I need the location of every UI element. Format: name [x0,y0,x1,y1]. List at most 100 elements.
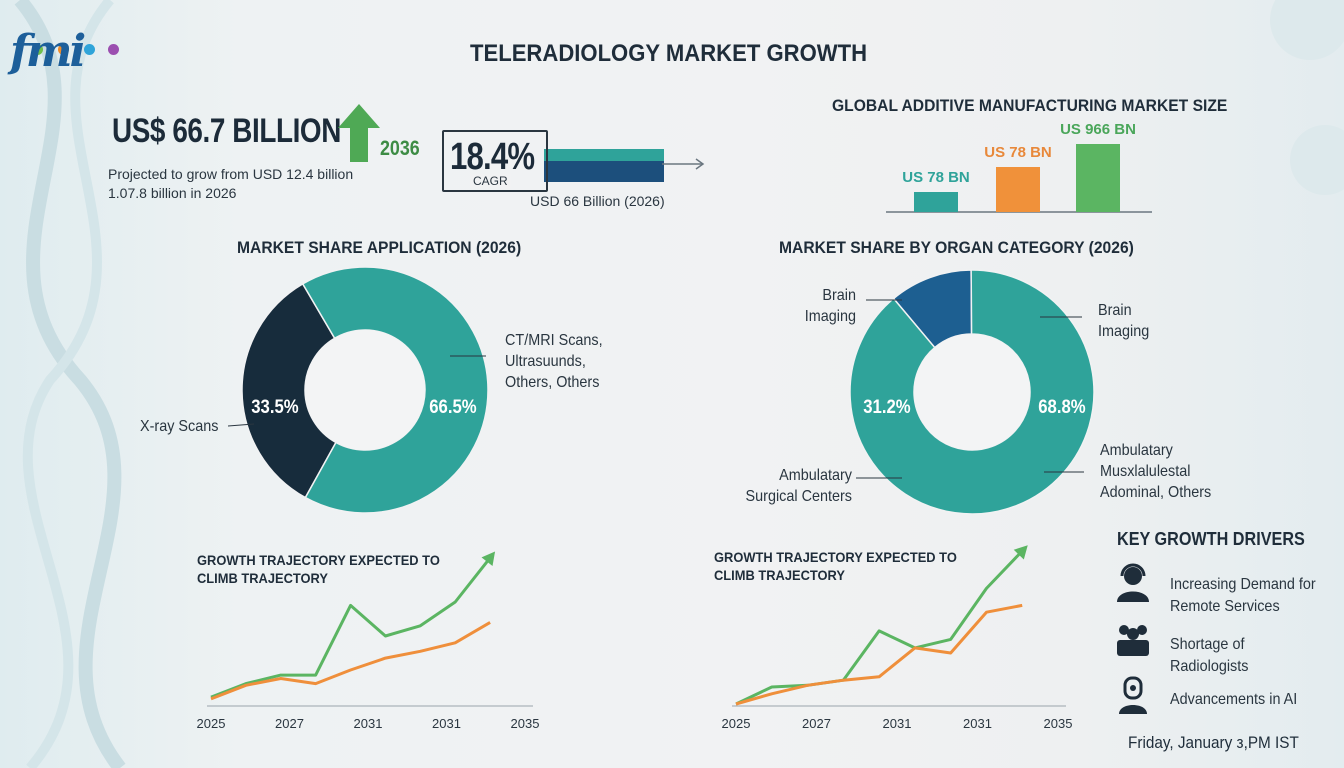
x-tick-label: 2027 [802,716,831,731]
driver-item-2: Shortage of Radiologists [1170,634,1327,678]
organ-title: MARKET SHARE BY ORGAN CATEGORY (2026) [779,238,1134,257]
application-pct-dark: 33.5% [251,397,299,418]
organ-pct-right: 68.8% [1038,397,1086,418]
cagr-box [442,130,548,192]
organ-label-br-3: Adominal, Others [1100,484,1212,501]
leader-line [450,355,486,357]
driver-item-1: Increasing Demand for Remote Services [1170,574,1316,618]
organ-label-tr-1: Brain [1098,302,1132,319]
logo-dot-3 [84,44,95,55]
date-stamp: Friday, January з,PM IST [1128,733,1299,752]
headline-year: 2036 [380,137,420,160]
x-tick-label: 2031 [883,716,912,731]
x-tick-label: 2027 [275,716,304,731]
cagr-label: CAGR [470,174,511,188]
driver-3-line-1: Advancements in AI [1170,691,1298,708]
leader-line [866,299,902,301]
global-market-bar [996,167,1040,212]
organ-label-top-right: Brain Imaging [1098,300,1149,342]
leader-line [1040,316,1082,318]
leader-line [856,477,902,479]
donut-hole [914,334,1030,450]
organ-donut-chart [849,269,1095,515]
page-title: TELERADIOLOGY MARKET GROWTH [470,40,868,67]
growth-right-title-1: GROWTH TRAJECTORY EXPECTED TO [714,549,957,565]
global-market-bar-label: US 966 BN [1060,121,1136,138]
growth-right-line-chart: 2025 2027 2031 2031 2035 [722,545,1073,731]
organ-label-tl-2: Imaging [804,308,856,325]
global-market-bar [1076,144,1120,212]
cagr-bar-teal [544,149,664,161]
organ-label-bottom-right: Ambulatary Musxlalulestal Adominal, Othe… [1100,440,1211,503]
arrow-right-icon [662,158,705,170]
organ-label-br-1: Ambulatary [1100,442,1173,459]
projection-line-1: Projected to grow from USD 12.4 billion [108,166,354,182]
organ-label-top-left: Brain Imaging [770,285,856,327]
organ-label-bottom-left: Ambulatary Surgical Centers [715,465,852,507]
headline-value: US$ 66.7 BILLION [112,112,341,150]
cagr-value: 18.4% [450,136,535,178]
series-arrowhead [1013,545,1028,560]
up-arrow-icon [338,104,380,162]
x-tick-label: 2031 [963,716,992,731]
global-market-bar-label: US 78 BN [902,169,970,186]
series-line [210,556,492,699]
growth-left-line-chart: 2025 2027 2031 2031 2035 [197,551,540,731]
organ-label-bl-2: Surgical Centers [745,488,852,505]
headset-person-icon [1117,563,1149,602]
application-label-left: X-ray Scans [140,418,219,435]
application-donut-chart [241,266,489,514]
application-label-right-2: Ultrasuunds, [505,353,586,370]
application-title: MARKET SHARE APPLICATION (2026) [237,238,522,257]
logo-text: fmi [10,26,86,77]
growth-left-title-1: GROWTH TRAJECTORY EXPECTED TO [197,552,440,568]
organ-label-tl-1: Brain [822,287,856,304]
growth-left-title-2: CLIMB TRAJECTORY [197,570,328,586]
x-tick-label: 2035 [511,716,540,731]
series-arrowhead [481,551,496,567]
driver-2-line-1: Shortage of Radiologists [1170,636,1249,675]
organ-label-tr-2: Imaging [1098,323,1150,340]
driver-item-3: Advancements in AI [1170,689,1297,711]
global-market-title: GLOBAL ADDITIVE MANUFACTURING MARKET SIZ… [832,96,1228,115]
series-line [735,549,1024,706]
ai-person-icon [1119,676,1147,714]
key-drivers-title: KEY GROWTH DRIVERS [1117,529,1305,549]
x-tick-label: 2031 [354,716,383,731]
organ-label-bl-1: Ambulatary [779,467,852,484]
driver-1-line-2: Remote Services [1170,598,1280,615]
x-tick-label: 2025 [197,716,226,731]
cloud-decoration [1270,0,1344,195]
logo-dot-1 [32,44,43,55]
x-tick-label: 2035 [1044,716,1073,731]
global-market-bar-label: US 78 BN [984,144,1052,161]
organ-pct-left: 31.2% [863,397,911,418]
cagr-bar-navy [544,161,664,182]
x-tick-label: 2025 [722,716,751,731]
donut-hole [305,330,425,450]
logo-dot-4 [108,44,119,55]
cagr-caption: USD 66 Billion (2026) [530,193,665,209]
logo-dot-2 [58,44,69,55]
projection-line-2: 1.07.8 billion in 2026 [108,185,237,201]
series-line [735,603,1023,706]
series-line [210,621,491,701]
application-pct-teal: 66.5% [429,397,477,418]
organ-label-br-2: Musxlalulestal [1100,463,1191,480]
application-label-right-3: Others, Others [505,374,600,391]
fmi-logo [12,22,132,82]
growth-right-title-2: CLIMB TRAJECTORY [714,567,845,583]
driver-1-line-1: Increasing Demand for [1170,576,1316,593]
projection-text: Projected to grow from USD 12.4 billion … [108,165,378,203]
x-tick-label: 2031 [432,716,461,731]
application-label-right: CT/MRI Scans, Ultrasuunds, Others, Other… [505,330,603,393]
growth-left-title: GROWTH TRAJECTORY EXPECTED TO CLIMB TRAJ… [197,551,440,587]
application-label-right-1: CT/MRI Scans, [505,332,603,349]
leader-line [1044,471,1084,473]
group-people-icon [1117,625,1149,656]
global-market-chart: US 78 BN US 78 BN US 966 BN [886,121,1152,213]
dna-helix-decoration [14,0,126,768]
global-market-bar [914,192,958,212]
growth-right-title: GROWTH TRAJECTORY EXPECTED TO CLIMB TRAJ… [714,548,957,584]
leader-line [228,423,255,427]
